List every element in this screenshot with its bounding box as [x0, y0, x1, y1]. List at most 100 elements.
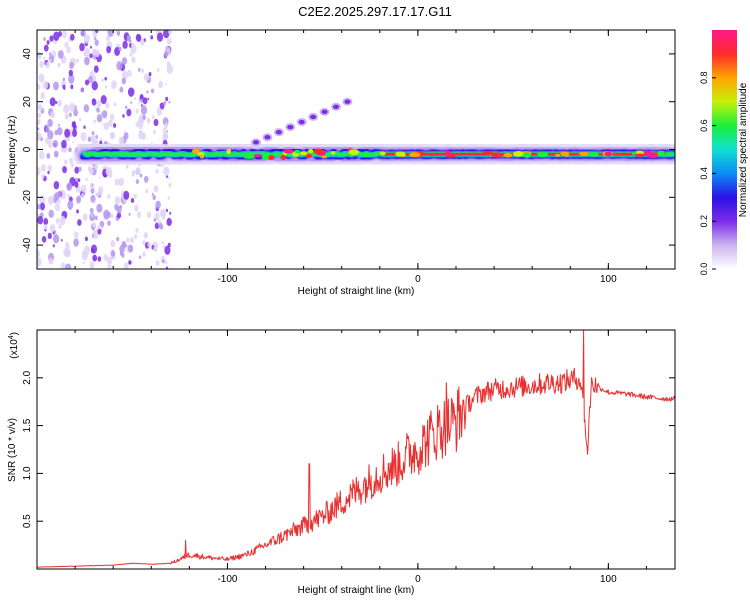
noise-speckle	[116, 212, 122, 219]
noise-speckle	[97, 228, 102, 235]
noise-speckle	[168, 100, 171, 104]
noise-speckle	[46, 152, 51, 159]
noise-speckle	[165, 208, 169, 213]
spectrogram-hot-blob	[656, 150, 666, 157]
noise-speckle	[127, 244, 134, 253]
noise-speckle	[107, 264, 111, 269]
spectrogram-panel: -100 0 100 -40 -20 0 20 40 Height of straight l…	[7, 29, 676, 297]
noise-speckle	[92, 221, 96, 228]
noise-speckle	[68, 69, 74, 77]
noise-speckle	[134, 97, 137, 100]
noise-speckle	[164, 245, 171, 255]
noise-speckle	[125, 237, 130, 243]
noise-speckle	[100, 94, 107, 105]
spectrogram-hot-blob	[643, 150, 652, 157]
noise-speckle	[47, 130, 54, 140]
noise-speckle	[126, 34, 132, 42]
spectrogram-hot-blob	[226, 148, 232, 155]
noise-speckle	[84, 56, 90, 66]
spectrogram-ytick-label: 20	[22, 96, 33, 108]
noise-speckle	[142, 97, 148, 105]
noise-speckle	[96, 107, 100, 113]
streak-point	[264, 135, 271, 140]
noise-speckle	[119, 250, 123, 256]
noise-speckle	[83, 245, 91, 255]
snr-xtick-label: 0	[415, 574, 421, 585]
noise-speckle	[45, 126, 50, 133]
noise-speckle	[47, 118, 53, 128]
noise-speckle	[96, 114, 103, 123]
noise-speckle	[52, 139, 59, 148]
colorbar-label: Normalized spectral amplitude	[738, 82, 749, 217]
noise-speckle	[139, 94, 144, 100]
colorbar: 0.0 0.2 0.4 0.6 0.8 Normalized spectral ampl…	[699, 30, 749, 275]
noise-speckle	[84, 79, 90, 86]
noise-speckle	[109, 264, 112, 268]
noise-speckle	[40, 92, 45, 100]
spectrogram-hot-blob	[283, 149, 294, 154]
snr-xtick-label: 100	[600, 574, 617, 585]
noise-speckle	[47, 232, 52, 240]
noise-speckle	[138, 255, 142, 259]
noise-speckle	[95, 30, 99, 34]
noise-speckle	[138, 121, 144, 130]
noise-speckle	[62, 77, 66, 82]
noise-speckle	[73, 231, 79, 239]
noise-speckle	[94, 36, 97, 41]
noise-speckle	[84, 47, 90, 57]
noise-speckle	[123, 262, 129, 269]
spectrogram-content	[37, 30, 675, 269]
spectrogram-hot-blob	[199, 154, 205, 159]
noise-speckle	[42, 80, 49, 90]
noise-speckle	[70, 84, 74, 90]
noise-speckle	[47, 195, 54, 205]
noise-speckle	[37, 215, 44, 225]
spectrogram-ytick-label: -40	[22, 237, 33, 252]
noise-speckle	[130, 259, 134, 264]
noise-speckle	[109, 113, 115, 121]
noise-speckle	[92, 229, 99, 240]
noise-speckle	[121, 57, 128, 65]
noise-speckle	[66, 182, 73, 192]
snr-multiplier-open: (x10	[9, 339, 20, 359]
noise-speckle	[167, 242, 171, 248]
noise-speckle	[37, 83, 41, 91]
noise-speckle	[105, 102, 110, 109]
noise-speckle	[163, 51, 169, 58]
noise-speckle	[94, 215, 98, 221]
noise-speckle	[121, 70, 128, 80]
noise-speckle	[156, 68, 160, 73]
noise-speckle	[40, 164, 46, 172]
noise-speckle	[37, 257, 42, 267]
noise-speckle	[49, 35, 54, 42]
colorbar-tick-label: 0.6	[699, 119, 709, 132]
noise-speckle	[153, 218, 157, 222]
noise-speckle	[110, 239, 116, 248]
spectrogram-hot-blob	[587, 152, 599, 157]
noise-speckle	[48, 257, 54, 265]
noise-speckle	[37, 166, 41, 176]
spectrogram-hot-blob	[331, 151, 336, 155]
noise-speckle	[163, 101, 167, 106]
noise-speckle	[146, 211, 152, 219]
noise-speckle	[75, 127, 78, 131]
noise-speckle	[122, 114, 125, 118]
noise-speckle	[61, 30, 67, 39]
noise-speckle	[68, 157, 73, 164]
snr-multiplier-exponent: 4	[8, 335, 15, 339]
spectrogram-ylabel: Frequency (Hz)	[7, 116, 18, 185]
noise-speckle	[73, 109, 79, 117]
noise-speckle	[37, 249, 41, 258]
noise-speckle	[107, 193, 111, 200]
noise-speckle	[55, 218, 60, 224]
streak-point	[275, 129, 282, 135]
noise-speckle	[162, 131, 169, 141]
noise-speckle	[153, 245, 158, 253]
noise-speckle	[40, 108, 43, 112]
noise-speckle	[57, 62, 61, 68]
noise-speckle	[82, 261, 85, 265]
noise-speckle	[114, 178, 120, 186]
noise-speckle	[143, 175, 149, 183]
noise-speckle	[48, 209, 54, 218]
noise-speckle	[47, 164, 53, 172]
